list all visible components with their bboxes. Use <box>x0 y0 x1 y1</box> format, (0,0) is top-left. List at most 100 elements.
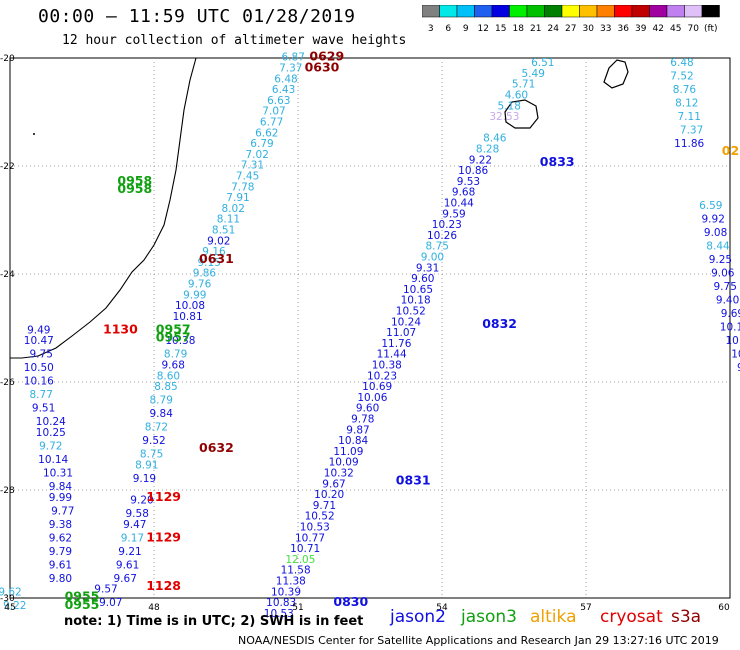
swh-value: 10.18 <box>720 322 740 334</box>
swh-value: 9.31 <box>416 262 439 274</box>
color-scale-legend: 3 6 9 12 15 18 21 24 27 30 33 36 39 42 45 70 (ft) <box>422 5 720 34</box>
reunion-island <box>504 99 539 129</box>
swh-value: 10.20 <box>314 489 344 501</box>
swh-value: 6.43 <box>272 84 295 96</box>
swh-value: 6.63 <box>267 95 290 107</box>
swh-value: 9.60 <box>356 403 379 415</box>
swh-value: 9.59 <box>442 208 465 220</box>
swh-value: 5.49 <box>522 68 545 80</box>
colorbar-swatch <box>614 5 633 18</box>
colorbar-swatch <box>579 5 598 18</box>
swh-value: 7.91 <box>226 192 249 204</box>
swh-value: 10.65 <box>403 284 433 296</box>
swh-value: 7.31 <box>241 160 264 172</box>
swh-value: 10.08 <box>175 300 205 312</box>
swh-value: 11.09 <box>333 446 363 458</box>
swh-value: 10.31 <box>43 468 73 480</box>
swh-value: 10.38 <box>165 335 195 347</box>
swh-value: 10.18 <box>401 295 431 307</box>
swh-value: 8.77 <box>30 389 53 401</box>
swh-value: 9.07 <box>99 597 122 609</box>
swh-value: 9.06 <box>711 268 735 280</box>
colorbar-label: 70 <box>688 24 700 34</box>
swh-value: 9.79 <box>49 546 72 558</box>
swh-value: 9.84 <box>150 408 174 420</box>
swh-value: 8.60 <box>157 370 180 382</box>
swh-value: 6.48 <box>670 57 693 69</box>
swh-value: 9.58 <box>126 508 149 520</box>
swh-value: 9.61 <box>116 559 139 571</box>
colorbar-swatch <box>526 5 545 18</box>
swh-value: 9.76 <box>188 279 212 291</box>
colorbar-swatch <box>509 5 528 18</box>
colorbar-label: 24 <box>548 24 560 34</box>
colorbar-swatch <box>596 5 615 18</box>
colorbar-label: 39 <box>635 24 647 34</box>
colorbar-label: 6 <box>445 24 451 34</box>
swh-value: 9.17 <box>121 532 144 544</box>
swh-value: 6.51 <box>531 57 554 69</box>
swh-value: 8.28 <box>476 144 499 156</box>
coastline-layer <box>10 57 629 359</box>
swh-value: 10.69 <box>362 381 392 393</box>
swh-value: 9.15 <box>198 257 221 269</box>
swh-value: 9.25 <box>709 254 732 266</box>
swh-value: 7.07 <box>262 106 285 118</box>
swh-value: 9.92 <box>702 214 725 226</box>
colorbar-label: 9 <box>463 24 469 34</box>
swh-value: 9.87 <box>346 424 369 436</box>
colorbar-label: 27 <box>565 24 576 34</box>
colorbar-label: 15 <box>495 24 506 34</box>
colorbar-label: 21 <box>530 24 541 34</box>
swh-value: 9.99 <box>49 492 72 504</box>
legend-jason3: jason3 <box>461 607 517 627</box>
swh-value: 8.02 <box>222 203 245 215</box>
colorbar-label: 30 <box>583 24 595 34</box>
swh-value: 9.80 <box>49 573 72 585</box>
lon-axis-label: 60 <box>718 603 730 613</box>
swh-value: 10.81 <box>173 311 203 323</box>
swh-value: 6.79 <box>250 138 273 150</box>
swh-value: 8.46 <box>483 133 507 145</box>
colorbar-label: 12 <box>478 24 489 34</box>
swh-value: 9.49 <box>27 324 50 336</box>
swh-value: 6.77 <box>260 117 283 129</box>
colorbar-swatch <box>561 5 580 18</box>
colorbar-swatch <box>491 5 510 18</box>
swh-value: 9.69 <box>721 308 740 320</box>
units-note: note: 1) Time is in UTC; 2) SWH is in fe… <box>64 614 364 629</box>
swh-value: 9.51 <box>32 403 55 415</box>
pass-time-label: 0958 <box>117 181 152 196</box>
lat-axis-label: -22 <box>0 162 15 172</box>
swh-value: 10.86 <box>458 165 488 177</box>
map-subtitle: 12 hour collection of altimeter wave hei… <box>62 33 407 48</box>
colorbar-label: 18 <box>513 24 525 34</box>
swh-value: 9.52 <box>142 435 165 447</box>
swh-value: 9.99 <box>183 289 206 301</box>
colorbar-swatch <box>474 5 493 18</box>
swh-value: 10.09 <box>329 457 359 469</box>
swh-value: 10.44 <box>444 198 474 210</box>
swh-value: 8.75 <box>426 241 449 253</box>
swh-value: 5.18 <box>498 100 521 112</box>
pass-time-label: 0830 <box>333 594 368 609</box>
swh-value: 10.16 <box>24 376 54 388</box>
colorbar-label: (ft) <box>704 24 718 34</box>
swh-value: 9.84 <box>49 481 73 493</box>
swh-value: 10.24 <box>391 316 421 328</box>
swh-value: 8.12 <box>675 98 698 110</box>
swh-value: 10.83 <box>266 597 296 609</box>
swh-value: 9.78 <box>351 414 374 426</box>
swh-value: 11.86 <box>674 138 704 150</box>
colorbar-label: 45 <box>670 24 681 34</box>
map-title: 00:00 – 11:59 UTC 01/28/2019 <box>38 6 356 27</box>
swh-value: 9.68 <box>162 360 185 372</box>
lat-lon-grid <box>9 57 731 599</box>
pass-time-label: 0957 <box>156 321 191 336</box>
swh-value: 11.38 <box>276 576 306 588</box>
swh-value: 11.07 <box>386 327 416 339</box>
pass-time-label: 021 <box>722 143 740 158</box>
swh-value: 9.22 <box>469 154 492 166</box>
pass-time-label: 0833 <box>540 154 575 169</box>
